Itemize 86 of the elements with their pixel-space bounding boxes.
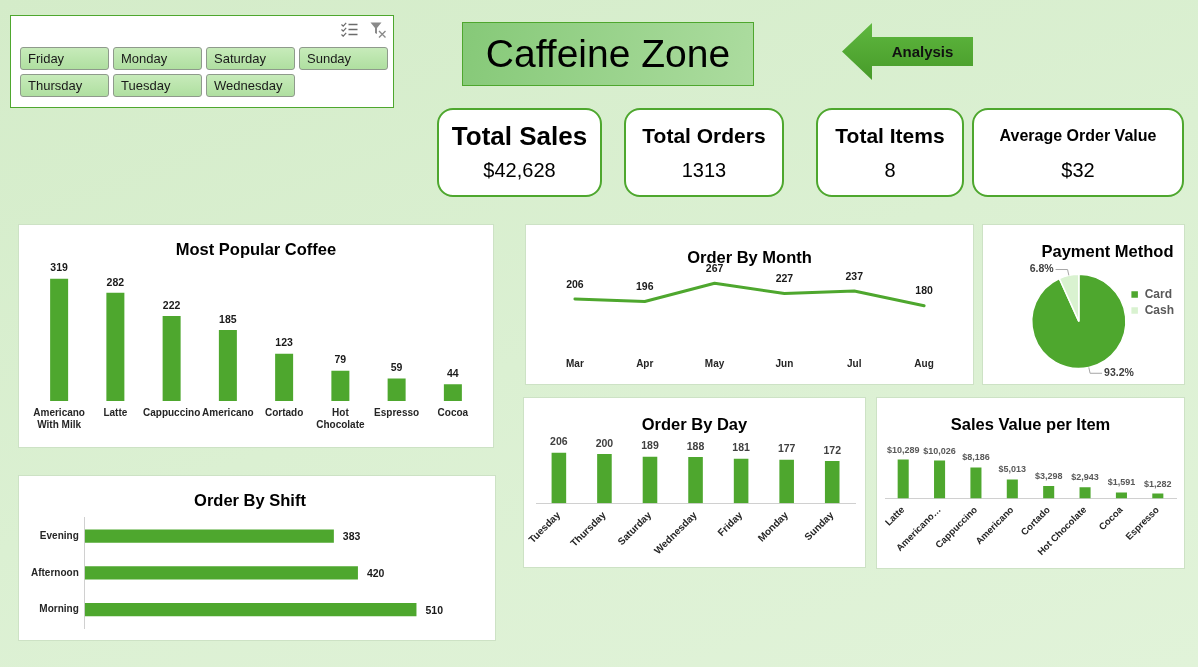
x-tick-label: Aug (914, 357, 934, 369)
category-label: Wednesday (214, 78, 283, 93)
x-tick-label: Hot Chocolate (316, 406, 365, 430)
data-label: 180 (915, 284, 933, 297)
chart-title: Payment Method (1041, 242, 1174, 261)
data-label: $1,282 (1144, 478, 1172, 489)
data-label: $5,013 (998, 464, 1027, 475)
x-tick-label: Mar (566, 357, 584, 369)
y-tick-label: Afternoon (30, 566, 79, 578)
data-label: 59 (390, 361, 403, 374)
data-label: $8,186 (962, 452, 990, 463)
data-label: 237 (845, 269, 864, 282)
category-label: Monday (121, 51, 168, 66)
data-label: 123 (275, 336, 294, 349)
data-label: 172 (823, 443, 842, 456)
data-label: 181 (732, 441, 751, 454)
bar (642, 456, 658, 504)
bar (106, 292, 125, 401)
data-label: 282 (106, 275, 125, 288)
data-label: 227 (775, 272, 794, 285)
bar (162, 315, 181, 401)
data-label: 510 (425, 603, 444, 616)
data-label: 196 (635, 280, 654, 293)
bar (50, 278, 69, 401)
chart-title: Sales Value per Item (950, 415, 1111, 434)
bar (387, 378, 406, 401)
category-label: Saturday (214, 51, 267, 66)
data-label: 79 (334, 353, 347, 366)
bar (443, 384, 462, 401)
data-label: 177 (777, 442, 796, 455)
data-label: 206 (566, 277, 584, 290)
bar (824, 461, 840, 504)
data-label: 185 (219, 312, 237, 325)
bar (1115, 492, 1127, 499)
bar (331, 370, 350, 401)
bar (597, 454, 612, 504)
x-tick-label: Americano (202, 406, 254, 418)
x-tick-label: Jun (775, 357, 794, 369)
x-tick-label: May (704, 357, 725, 369)
chart-title: Order By Day (641, 415, 749, 434)
bar (779, 459, 794, 504)
x-tick-label: Jul (847, 357, 862, 369)
data-label: $1,591 (1107, 477, 1136, 488)
data-label: 319 (50, 261, 69, 274)
data-label: 6.8% (1029, 262, 1055, 275)
data-label: 420 (366, 566, 385, 579)
legend-label: Cash (1144, 302, 1174, 317)
x-tick-label: Cappuccino (143, 406, 201, 418)
bar (733, 458, 749, 504)
data-label: 206 (550, 435, 568, 448)
category-label: Thursday (28, 78, 83, 93)
data-label: $10,026 (923, 445, 956, 456)
y-tick-label: Morning (39, 603, 79, 615)
bar (934, 460, 946, 499)
bar (218, 330, 237, 401)
x-tick-label: Apr (636, 357, 654, 369)
bar (551, 452, 567, 504)
data-label: 44 (447, 366, 459, 379)
bar (897, 459, 909, 499)
bar (688, 457, 703, 504)
chart-title: Most Popular Coffee (175, 240, 337, 259)
x-tick-label: Espresso (374, 406, 420, 418)
y-tick-label: Evening (39, 529, 79, 541)
data-label: 93.2% (1104, 366, 1135, 379)
bar (1006, 479, 1018, 499)
data-label: $2,943 (1071, 472, 1099, 483)
bar (1043, 485, 1055, 499)
bar (275, 353, 294, 401)
category-label: Friday (28, 51, 65, 66)
bar (1079, 487, 1091, 499)
data-label: $3,298 (1034, 470, 1063, 481)
data-label: 383 (342, 530, 361, 543)
data-label: 200 (595, 436, 614, 449)
x-tick-label: Cocoa (437, 406, 469, 418)
bar (970, 467, 982, 499)
data-label: 188 (686, 439, 705, 452)
data-label: $10,289 (886, 444, 920, 455)
chart-title: Order By Shift (194, 491, 307, 510)
x-tick-label: Cortado (264, 406, 304, 418)
data-label: 222 (162, 298, 181, 311)
data-label: 189 (641, 439, 659, 452)
category-label: Tuesday (121, 78, 171, 93)
category-label: Sunday (307, 51, 352, 66)
legend-label: Card (1144, 286, 1172, 301)
x-tick-label: Americano With Milk (33, 406, 85, 430)
x-tick-label: Latte (103, 406, 128, 418)
